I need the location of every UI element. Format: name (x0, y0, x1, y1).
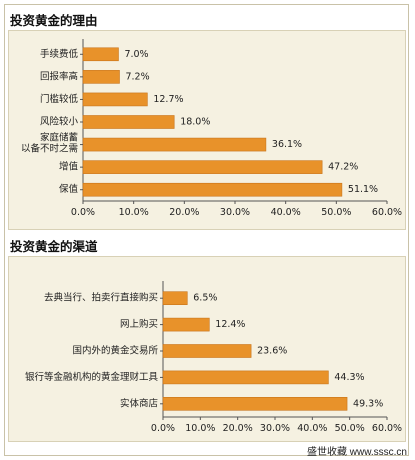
chart2-x-tick-label: 50.0% (335, 423, 365, 434)
chart1-bar (82, 92, 148, 107)
chart2-x-tick-label: 60.0% (372, 423, 402, 434)
chart1-x-tick-label: 60.0% (372, 207, 402, 218)
chart2-value-label: 6.5% (193, 293, 217, 304)
chart2-svg: 去典当行、拍卖行直接购买 6.5% 网上购买 12.4% 国内外的黄金交易所 23.6% 银… (25, 281, 402, 434)
chart2-x-tick-label: 10.0% (185, 423, 215, 434)
chart2-x-tick-label: 30.0% (260, 423, 290, 434)
watermark: 盛世收藏 www.sssc.cn (306, 447, 407, 458)
chart1-category-label: 风险较小 (40, 116, 79, 128)
chart1-bar (82, 70, 120, 84)
chart2-category-label: 银行等金融机构的黄金理财工具 (25, 371, 159, 383)
chart1-value-label: 7.0% (124, 49, 148, 60)
chart1-bar (82, 115, 175, 129)
chart1-panel: 手续费低 7.0% 回报率高 7.2% 门槛较低 12.7% 风险较小 18.0% 家庭储蓄以备… (8, 30, 406, 230)
chart2-x-tick-label: 20.0% (223, 423, 253, 434)
chart2-x-tick-label: 0.0% (151, 423, 175, 434)
chart1-category-label: 保值 (59, 183, 79, 195)
chart2-bar (162, 291, 188, 306)
chart2-category-label: 网上购买 (120, 318, 158, 330)
chart1-value-label: 7.2% (125, 71, 149, 82)
chart1-value-label: 51.1% (348, 184, 378, 195)
chart2-panel: 去典当行、拍卖行直接购买 6.5% 网上购买 12.4% 国内外的黄金交易所 23.6% 银… (8, 256, 406, 442)
chart2-category-label: 实体商店 (120, 397, 158, 409)
chart1-title: 投资黄金的理由 (10, 13, 98, 28)
chart1-value-label: 47.2% (328, 162, 358, 173)
chart1-category-label: 家庭储蓄以备不时之需 (21, 132, 78, 155)
chart1-value-label: 18.0% (180, 117, 210, 128)
chart2-value-label: 12.4% (215, 319, 245, 330)
chart1-x-tick-label: 40.0% (271, 207, 301, 218)
chart1-x-tick-label: 10.0% (119, 207, 149, 218)
chart1-category-label: 回报率高 (40, 70, 78, 82)
chart2-bar (162, 397, 348, 411)
chart1-x-tick-label: 0.0% (71, 207, 95, 218)
chart2-value-label: 49.3% (353, 398, 383, 409)
chart1-bar (82, 47, 119, 62)
chart2-value-label: 23.6% (257, 346, 287, 357)
chart2-bar (162, 370, 329, 385)
chart1-value-label: 36.1% (272, 139, 302, 150)
chart1-bar (82, 160, 323, 174)
chart2-x-tick-label: 40.0% (297, 423, 327, 434)
chart1-svg: 手续费低 7.0% 回报率高 7.2% 门槛较低 12.7% 风险较小 18.0% 家庭储蓄以备… (21, 39, 402, 218)
chart2-title: 投资黄金的渠道 (10, 239, 98, 254)
chart1-bar (82, 137, 267, 152)
chart1-x-tick-label: 20.0% (169, 207, 199, 218)
chart1-value-label: 12.7% (153, 94, 183, 105)
chart1-x-tick-label: 50.0% (321, 207, 351, 218)
chart1-bar (82, 182, 343, 197)
chart2-category-label: 去典当行、拍卖行直接购买 (44, 292, 158, 304)
chart1-x-tick-label: 30.0% (220, 207, 250, 218)
chart2-bar (162, 344, 252, 358)
chart1-category-label: 门槛较低 (40, 93, 79, 105)
chart2-category-label: 国内外的黄金交易所 (72, 345, 158, 357)
chart2-value-label: 44.3% (334, 372, 364, 383)
chart2-bar (162, 317, 210, 332)
chart1-category-label: 增值 (59, 161, 79, 173)
chart1-category-label: 手续费低 (40, 48, 79, 60)
